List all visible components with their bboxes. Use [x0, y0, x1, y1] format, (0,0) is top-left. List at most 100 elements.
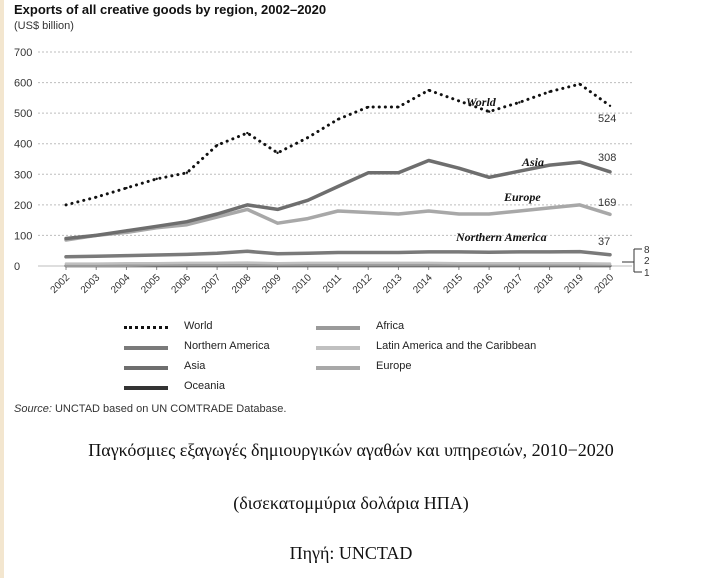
data-point-latin-america-and-the-caribbean — [185, 261, 189, 265]
left-accent-bar — [0, 0, 4, 578]
x-tick-label: 2009 — [260, 272, 284, 296]
end-value-label: 169 — [598, 197, 616, 209]
data-point-africa — [276, 264, 279, 267]
data-point-asia — [457, 166, 461, 170]
data-point-world — [548, 90, 551, 93]
data-point-world — [95, 196, 98, 199]
data-point-asia — [578, 160, 581, 164]
legend-swatch — [124, 326, 168, 329]
data-point-asia — [155, 225, 158, 228]
inline-label-northern-america: Northern America — [455, 230, 547, 244]
data-point-northern-america — [427, 250, 430, 254]
data-point-northern-america — [518, 250, 521, 254]
data-point-latin-america-and-the-caribbean — [457, 262, 461, 265]
data-point-world — [608, 104, 612, 108]
data-point-world — [427, 89, 430, 92]
data-point-latin-america-and-the-caribbean — [578, 262, 581, 265]
inline-label-europe: Europe — [503, 190, 541, 204]
x-tick-label: 2020 — [593, 272, 617, 296]
x-tick-label: 2003 — [79, 272, 103, 296]
data-point-northern-america — [578, 250, 581, 253]
chart-source: Source: UNCTAD based on UN COMTRADE Data… — [14, 403, 286, 415]
caption-units: (δισεκατομμύρια δολάρια ΗΠΑ) — [233, 493, 469, 513]
legend-label: Asia — [184, 360, 206, 372]
data-point-latin-america-and-the-caribbean — [276, 262, 279, 265]
data-point-europe — [608, 213, 612, 216]
data-point-asia — [608, 170, 612, 174]
data-point-latin-america-and-the-caribbean — [518, 262, 521, 265]
data-point-world — [185, 171, 189, 174]
data-point-europe — [427, 209, 430, 213]
data-point-latin-america-and-the-caribbean — [64, 262, 68, 265]
data-point-asia — [518, 170, 521, 173]
data-point-europe — [336, 209, 340, 213]
x-axis-ticks: 2002 2003 2004 2005 2006 2007 2008 2009 2010 2011… — [49, 266, 617, 296]
data-point-latin-america-and-the-caribbean — [125, 262, 128, 265]
data-point-northern-america — [336, 251, 340, 254]
data-point-europe — [397, 212, 400, 216]
x-tick-label: 2012 — [351, 272, 375, 296]
data-point-europe — [548, 206, 551, 210]
data-point-africa — [548, 264, 551, 267]
x-tick-label: 2017 — [502, 272, 526, 296]
caption-title: Παγκόσμιες εξαγωγές δημιουργικών αγαθών … — [88, 440, 614, 460]
bracket-value-label: 2 — [644, 256, 650, 267]
data-point-northern-america — [276, 252, 279, 255]
legend-label: Europe — [376, 360, 412, 372]
legend-label: Northern America — [184, 340, 270, 352]
data-point-world — [457, 99, 461, 103]
data-point-europe — [185, 223, 189, 226]
data-point-asia — [336, 185, 340, 188]
data-point-europe — [487, 212, 491, 216]
y-tick-label: 400 — [14, 139, 32, 151]
end-value-label: 37 — [598, 236, 610, 248]
data-point-africa — [427, 264, 430, 267]
data-point-asia — [548, 163, 551, 167]
data-point-northern-america — [608, 253, 612, 256]
y-tick-label: 500 — [14, 108, 32, 120]
data-point-latin-america-and-the-caribbean — [548, 262, 551, 265]
data-point-world — [367, 105, 370, 109]
data-point-europe — [578, 203, 581, 207]
legend-swatch — [124, 346, 168, 350]
source-prefix: Source: — [14, 403, 52, 415]
y-tick-label: 200 — [14, 200, 32, 212]
chart-title: Exports of all creative goods by region,… — [14, 2, 327, 17]
data-point-latin-america-and-the-caribbean — [246, 261, 249, 264]
data-point-latin-america-and-the-caribbean — [427, 261, 430, 265]
data-point-northern-america — [125, 254, 128, 257]
data-point-northern-america — [367, 251, 370, 254]
data-point-northern-america — [215, 251, 219, 255]
legend-swatch — [316, 326, 360, 330]
data-point-asia — [246, 203, 249, 207]
data-point-world — [215, 144, 219, 147]
y-tick-label: 0 — [14, 261, 20, 273]
legend-label: Oceania — [184, 380, 225, 392]
caption-source: Πηγή: UNCTAD — [289, 543, 413, 563]
data-point-world — [276, 151, 279, 155]
data-point-latin-america-and-the-caribbean — [336, 261, 340, 265]
data-point-europe — [276, 222, 279, 225]
data-point-europe — [215, 215, 219, 219]
data-point-world — [64, 203, 68, 207]
data-point-africa — [215, 264, 219, 267]
data-point-latin-america-and-the-caribbean — [95, 262, 98, 265]
x-tick-label: 2008 — [230, 272, 254, 296]
bracket-value-label: 8 — [644, 245, 650, 256]
x-tick-label: 2019 — [562, 272, 586, 296]
chart-figure: Exports of all creative goods by region,… — [14, 2, 650, 415]
data-point-world — [487, 110, 491, 113]
data-point-africa — [397, 264, 400, 267]
data-point-world — [578, 82, 581, 86]
small-values-bracket: 821 — [622, 245, 650, 279]
legend-label: World — [184, 320, 213, 332]
data-point-northern-america — [487, 251, 491, 254]
data-point-africa — [487, 264, 491, 267]
legend-swatch — [124, 386, 168, 390]
x-tick-label: 2006 — [169, 272, 193, 296]
source-text: UNCTAD based on UN COMTRADE Database. — [51, 403, 287, 415]
data-point-asia — [367, 171, 370, 174]
data-point-africa — [95, 264, 98, 267]
data-point-northern-america — [548, 250, 551, 254]
